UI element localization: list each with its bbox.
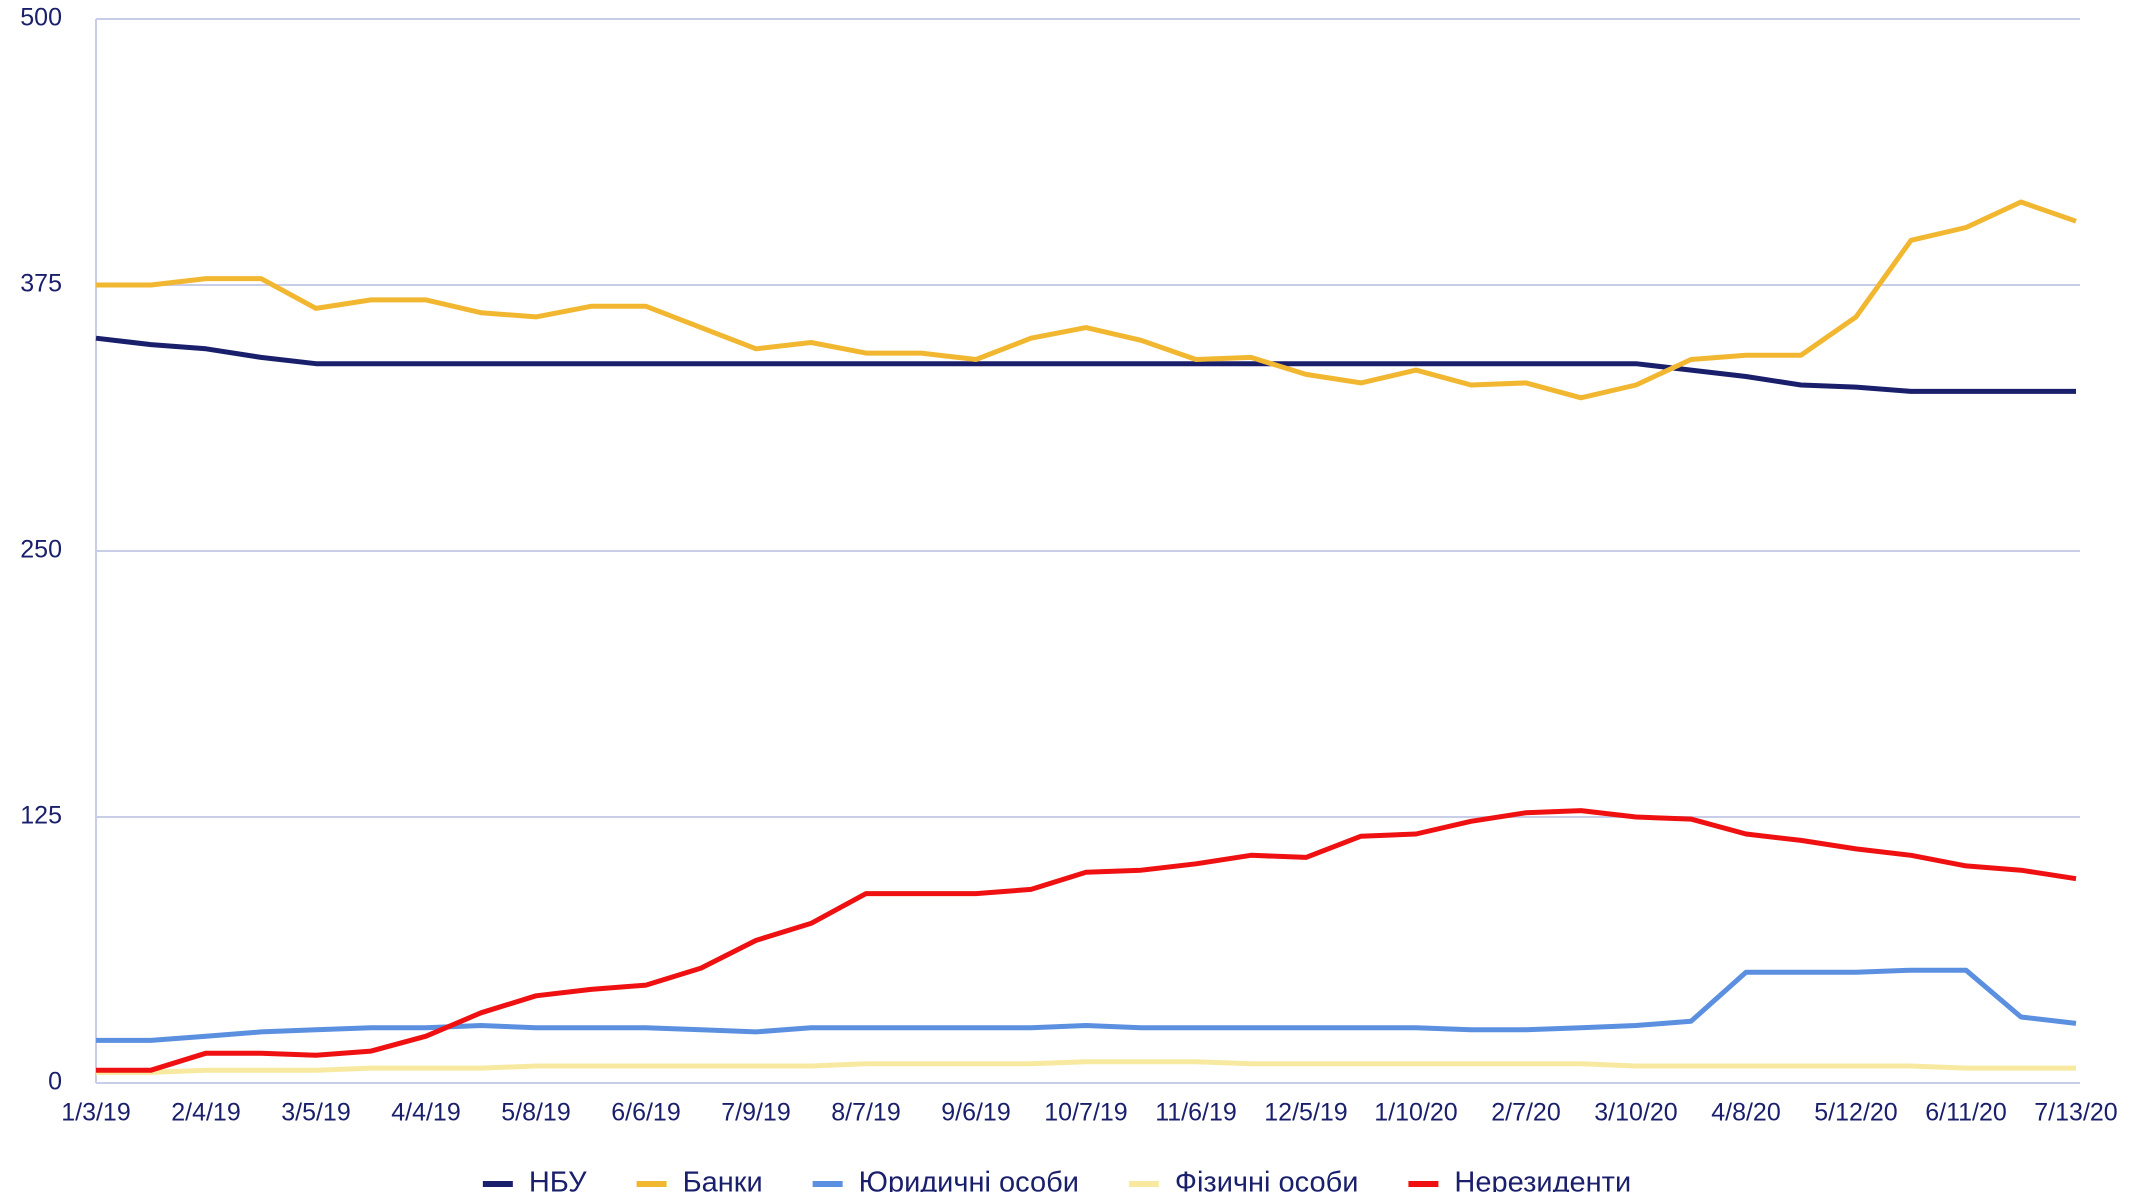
x-tick-label: 8/7/19 [831, 1099, 901, 1127]
y-tick-label: 0 [48, 1068, 62, 1096]
legend: НБУ Банки Юридичні особи Фізичні особи Нерез… [482, 1167, 1631, 1192]
legend-label: Фізичні особи [1175, 1167, 1359, 1192]
x-tick-label: 6/11/20 [1925, 1099, 2007, 1127]
x-tick-label: 5/8/19 [501, 1099, 571, 1127]
legend-label: Банки [683, 1167, 763, 1192]
legend-label: НБУ [529, 1167, 587, 1192]
series-line [95, 335, 2076, 394]
x-tick-label: 4/8/20 [1711, 1099, 1781, 1127]
x-tick-label: 2/4/19 [171, 1099, 241, 1127]
y-tick-label: 375 [20, 270, 62, 298]
x-tick-label: 10/7/19 [1044, 1099, 1127, 1127]
x-tick-label: 2/7/20 [1491, 1099, 1561, 1127]
series-line [96, 967, 2077, 1043]
y-tick-label: 250 [20, 536, 62, 564]
x-tick-label: 5/12/20 [1814, 1099, 1897, 1127]
x-tick-label: 4/4/19 [391, 1099, 461, 1127]
x-tick-label: 1/10/20 [1374, 1099, 1457, 1127]
x-tick-label: 7/13/20 [2034, 1099, 2117, 1127]
series-line [96, 199, 2077, 401]
legend-label: Нерезиденти [1454, 1167, 1631, 1192]
x-tick-label: 11/6/19 [1155, 1099, 1237, 1127]
y-tick-label: 500 [20, 4, 62, 32]
x-tick-label: 9/6/19 [941, 1099, 1011, 1127]
x-tick-label: 7/9/19 [721, 1099, 791, 1127]
series-line [96, 808, 2077, 1073]
series-line [96, 1059, 2076, 1075]
x-tick-label: 3/5/19 [281, 1099, 351, 1127]
legend-label: Юридичні особи [859, 1167, 1079, 1192]
x-tick-label: 3/10/20 [1594, 1099, 1677, 1127]
x-tick-label: 1/3/19 [61, 1099, 131, 1127]
x-tick-label: 6/6/19 [611, 1099, 681, 1127]
y-tick-label: 125 [20, 802, 62, 830]
x-tick-label: 12/5/19 [1264, 1099, 1347, 1127]
